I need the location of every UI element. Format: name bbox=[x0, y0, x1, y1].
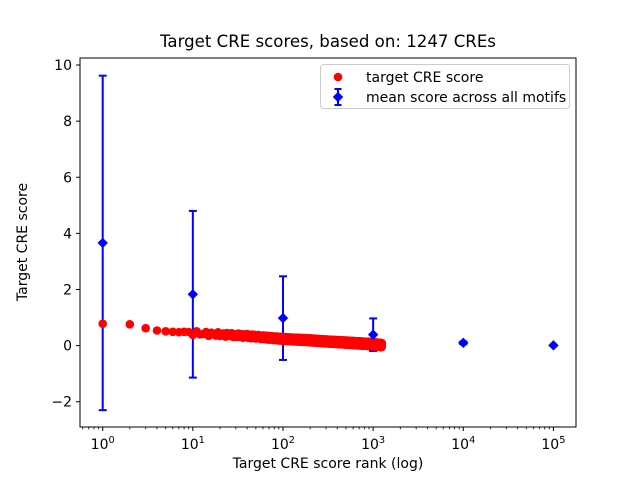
target-score-points bbox=[98, 319, 387, 352]
x-tick-label: 100 bbox=[91, 435, 115, 453]
legend: target CRE score mean score across all m… bbox=[320, 64, 570, 109]
mean-score-diamonds bbox=[97, 237, 559, 351]
y-tick-label: 6 bbox=[63, 170, 72, 186]
y-tick-label: 0 bbox=[63, 339, 72, 355]
x-tick-label: 103 bbox=[361, 435, 385, 453]
x-tick-label: 101 bbox=[181, 435, 205, 453]
x-axis-ticks: 100 101 102 103 104 105 bbox=[82, 427, 565, 453]
mean-score-diamond bbox=[277, 312, 289, 324]
mean-score-diamond bbox=[367, 329, 379, 340]
y-tick-label: 4 bbox=[63, 226, 72, 242]
legend-mean-score-marker-icon bbox=[332, 88, 344, 106]
y-tick-label: 10 bbox=[54, 58, 72, 74]
mean-score-diamond bbox=[548, 340, 559, 351]
legend-target-score-marker-icon bbox=[333, 72, 343, 82]
plot-frame bbox=[79, 57, 577, 428]
y-axis-ticks: −2 0 2 4 6 8 10 bbox=[51, 58, 80, 411]
legend-target-score-label: target CRE score bbox=[366, 70, 483, 86]
mean-score-diamond bbox=[187, 289, 199, 300]
y-tick-label: −2 bbox=[51, 395, 72, 411]
chart-title: Target CRE scores, based on: 1247 CREs bbox=[159, 32, 496, 51]
x-tick-label: 102 bbox=[271, 435, 295, 453]
x-tick-label: 104 bbox=[451, 435, 475, 453]
y-tick-label: 2 bbox=[63, 283, 72, 299]
y-axis-label: Target CRE score bbox=[15, 183, 31, 302]
x-axis-label: Target CRE score rank (log) bbox=[232, 456, 424, 472]
mean-score-errorbar-lines bbox=[98, 74, 558, 412]
mean-score-diamond bbox=[458, 337, 469, 349]
x-tick-label: 105 bbox=[541, 435, 565, 453]
y-tick-label: 8 bbox=[63, 114, 72, 130]
legend-mean-score-label: mean score across all motifs bbox=[366, 90, 566, 106]
mean-score-diamond bbox=[97, 237, 108, 249]
legend-box bbox=[320, 64, 570, 109]
